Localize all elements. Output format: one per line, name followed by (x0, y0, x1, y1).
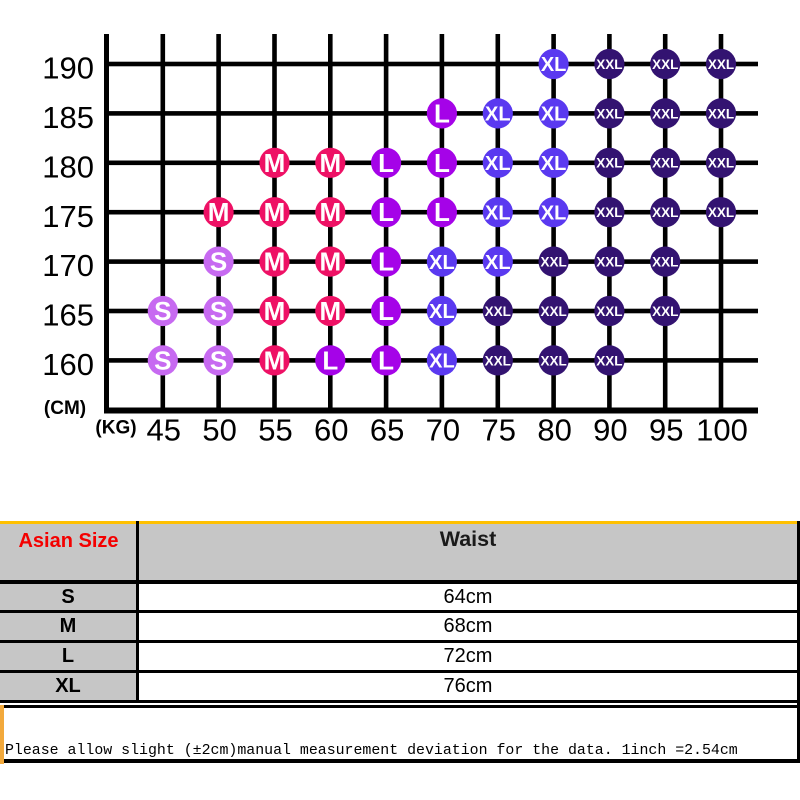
svg-text:XXL: XXL (652, 255, 678, 270)
svg-text:XXL: XXL (485, 353, 511, 368)
svg-text:M: M (208, 197, 230, 227)
svg-text:XXL: XXL (652, 156, 678, 171)
svg-text:XL: XL (541, 202, 567, 224)
svg-text:L: L (378, 148, 394, 178)
svg-text:185: 185 (42, 100, 94, 135)
svg-text:XL: XL (485, 252, 511, 274)
svg-text:XXL: XXL (596, 57, 622, 72)
svg-text:180: 180 (42, 149, 94, 184)
svg-text:XL: XL (429, 301, 455, 323)
svg-text:55: 55 (258, 413, 292, 448)
svg-text:M: M (319, 296, 341, 326)
svg-text:L: L (378, 296, 394, 326)
svg-text:65: 65 (370, 413, 404, 448)
svg-text:M: M (264, 345, 286, 375)
svg-text:XXL: XXL (708, 106, 734, 121)
svg-text:XXL: XXL (540, 304, 566, 319)
svg-text:XXL: XXL (652, 304, 678, 319)
svg-text:M: M (264, 197, 286, 227)
svg-text:S: S (210, 345, 227, 375)
svg-text:XXL: XXL (708, 57, 734, 72)
svg-text:(KG): (KG) (95, 418, 136, 439)
svg-text:XXL: XXL (708, 205, 734, 220)
svg-text:L: L (434, 98, 450, 128)
svg-text:XXL: XXL (652, 57, 678, 72)
svg-text:XXL: XXL (540, 255, 566, 270)
svg-text:XXL: XXL (652, 106, 678, 121)
svg-text:L: L (378, 345, 394, 375)
svg-text:M: M (319, 197, 341, 227)
svg-text:95: 95 (649, 413, 683, 448)
svg-text:70: 70 (426, 413, 460, 448)
svg-text:M: M (264, 148, 286, 178)
svg-text:170: 170 (42, 248, 94, 283)
svg-text:L: L (434, 148, 450, 178)
svg-text:XL: XL (541, 153, 567, 175)
svg-text:XXL: XXL (652, 205, 678, 220)
svg-text:165: 165 (42, 298, 94, 333)
svg-text:XXL: XXL (596, 106, 622, 121)
svg-text:S: S (210, 296, 227, 326)
svg-text:M: M (264, 296, 286, 326)
svg-text:L: L (378, 197, 394, 227)
svg-text:S: S (154, 296, 171, 326)
svg-text:XL: XL (429, 252, 455, 274)
svg-text:XXL: XXL (708, 156, 734, 171)
svg-text:XXL: XXL (596, 205, 622, 220)
svg-text:XL: XL (541, 54, 567, 76)
svg-text:80: 80 (537, 413, 571, 448)
svg-text:XL: XL (485, 104, 511, 126)
svg-text:S: S (154, 345, 171, 375)
svg-text:XL: XL (485, 153, 511, 175)
svg-text:60: 60 (314, 413, 348, 448)
svg-text:XXL: XXL (596, 304, 622, 319)
svg-text:L: L (378, 247, 394, 277)
svg-text:XXL: XXL (596, 156, 622, 171)
svg-text:XXL: XXL (485, 304, 511, 319)
svg-text:XXL: XXL (596, 255, 622, 270)
svg-text:M: M (319, 148, 341, 178)
svg-text:(CM): (CM) (44, 398, 86, 419)
svg-text:XL: XL (429, 351, 455, 373)
svg-text:M: M (319, 247, 341, 277)
svg-text:75: 75 (482, 413, 516, 448)
svg-text:100: 100 (696, 413, 748, 448)
svg-text:175: 175 (42, 199, 94, 234)
svg-text:L: L (434, 197, 450, 227)
svg-text:S: S (210, 247, 227, 277)
svg-text:XXL: XXL (596, 353, 622, 368)
svg-text:L: L (322, 345, 338, 375)
svg-text:XL: XL (541, 104, 567, 126)
svg-text:XXL: XXL (540, 353, 566, 368)
svg-text:M: M (264, 247, 286, 277)
svg-text:XL: XL (485, 202, 511, 224)
svg-text:50: 50 (202, 413, 236, 448)
svg-text:190: 190 (42, 51, 94, 86)
svg-text:90: 90 (593, 413, 627, 448)
svg-text:45: 45 (147, 413, 181, 448)
svg-text:160: 160 (42, 347, 94, 382)
